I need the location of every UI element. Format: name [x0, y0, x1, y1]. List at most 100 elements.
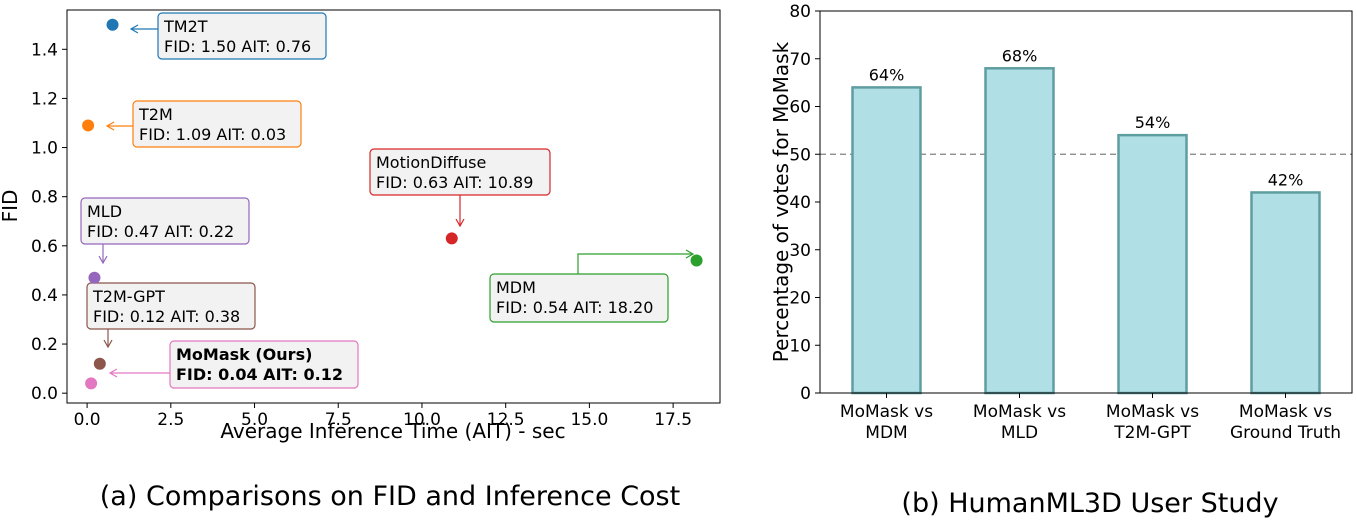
- bar-y-axis-label: Percentage of votes for MoMask: [769, 41, 793, 362]
- scatter-y-tick-label: 0.8: [31, 188, 58, 208]
- bar-data-label: 64%: [869, 65, 905, 84]
- annotation-method-name: T2M-GPT: [92, 287, 165, 306]
- scatter-x-tick-label: 12.5: [487, 410, 525, 430]
- bar-y-ticks: 0 10 20 30 40 50 60 70 80: [789, 2, 820, 404]
- scatter-point: [93, 357, 106, 370]
- bar-data-label: 54%: [1135, 113, 1171, 132]
- annotation-arrow: [577, 253, 693, 274]
- annotation-method-name: MDM: [496, 278, 536, 297]
- scatter-x-tick-label: 10.0: [403, 410, 441, 430]
- bar-caption: (b) HumanML3D User Study: [901, 488, 1278, 519]
- scatter-point: [88, 271, 101, 284]
- scatter-y-tick-label: 0.2: [31, 335, 58, 355]
- scatter-point: [690, 254, 703, 267]
- annotation-box: [169, 340, 359, 389]
- bar: [984, 67, 1055, 395]
- annotation-method-name: MoMask (Ours): [176, 345, 312, 364]
- annotation-box: [86, 282, 256, 330]
- scatter-y-tick-label: 1.0: [31, 139, 58, 159]
- scatter-point: [85, 377, 98, 390]
- bar-x-tick-label: MoMask vs: [840, 402, 933, 422]
- scatter-plot-frame: [66, 9, 721, 404]
- bar-y-tick-label: 0: [800, 384, 811, 404]
- scatter-x-tick-label: 17.5: [654, 410, 692, 430]
- annotation-method-name: MotionDiffuse: [376, 153, 486, 172]
- scatter-x-ticks: 0.0 2.5 5.0 7.5 10.0 12.5 15.0 17.5: [74, 403, 692, 430]
- annotation-arrowhead: [103, 339, 113, 349]
- annotation-method-name: T2M: [138, 105, 173, 124]
- scatter-y-ticks: 0.0 0.2 0.4 0.6 0.8 1.0 1.2 1.4: [31, 40, 67, 404]
- scatter-points: [82, 18, 703, 390]
- annotation-arrowhead: [685, 249, 695, 259]
- bar-y-tick-label: 30: [789, 241, 811, 261]
- scatter-x-tick-label: 5.0: [241, 410, 268, 430]
- bar: [1117, 133, 1188, 395]
- scatter-panel: 0.0 2.5 5.0 7.5 10.0 12.5 15.0 17.5 0.00.20.40.…: [0, 9, 721, 512]
- bar-x-tick-label: MDM: [865, 423, 907, 443]
- annotation-box: [80, 197, 250, 245]
- scatter-y-axis-label: FID: [0, 190, 22, 223]
- scatter-x-tick-label: 2.5: [157, 410, 184, 430]
- bar-data-label: 68%: [1002, 46, 1038, 65]
- scatter-y-tick-label: 0.0: [31, 384, 58, 404]
- bar-y-tick-label: 50: [789, 145, 811, 165]
- bar-x-tick-label: MoMask vs: [1239, 402, 1332, 422]
- bar: [851, 86, 922, 395]
- bar-bars: [851, 67, 1321, 395]
- bar-x-tick-label: MoMask vs: [1106, 402, 1199, 422]
- annotation-values: FID: 0.54 AIT: 18.20: [496, 298, 653, 317]
- bar-x-tick-label: T2M-GPT: [1113, 423, 1191, 443]
- scatter-x-tick-label: 15.0: [570, 410, 608, 430]
- bar-y-tick-label: 70: [789, 50, 811, 70]
- bar: [1250, 191, 1321, 395]
- bar-x-tick-label: MoMask vs: [973, 402, 1066, 422]
- bar-data-label: 42%: [1268, 170, 1304, 189]
- bar-y-tick-label: 40: [789, 193, 811, 213]
- scatter-y-tick-label: 0.6: [31, 237, 58, 257]
- annotation-values: FID: 0.12 AIT: 0.38: [93, 307, 240, 326]
- scatter-y-tick-label: 0.4: [31, 286, 58, 306]
- annotation-method-name: TM2T: [163, 17, 208, 36]
- scatter-x-tick-label: 7.5: [325, 410, 352, 430]
- scatter-y-tick-label: 1.4: [31, 40, 58, 60]
- annotation-arrowhead: [105, 121, 115, 131]
- annotation-values: FID: 0.47 AIT: 0.22: [87, 222, 234, 241]
- bar-panel: 64% 68% 54% 42% 0 10 20 30 40 50 60 70 80 MoMask vs…: [769, 2, 1353, 519]
- annotation-box: [132, 100, 302, 148]
- annotation-values: FID: 1.09 AIT: 0.03: [139, 125, 286, 144]
- annotation-arrowhead: [129, 24, 139, 34]
- bar-x-tick-label: Ground Truth: [1230, 423, 1341, 443]
- annotation-arrowhead: [455, 218, 465, 228]
- annotation-values: FID: 1.50 AIT: 0.76: [164, 37, 311, 56]
- annotation-arrowhead: [98, 255, 108, 265]
- bar-y-tick-label: 10: [789, 336, 811, 356]
- annotation-values: FID: 0.04 AIT: 0.12: [176, 365, 343, 384]
- scatter-point: [445, 232, 458, 245]
- annotation-box: [369, 148, 551, 196]
- bar-data-labels: 64% 68% 54% 42%: [869, 46, 1304, 189]
- scatter-x-axis-label: Average Inference Time (AIT) - sec: [220, 419, 565, 443]
- scatter-y-tick-label: 1.2: [31, 89, 58, 109]
- bar-y-tick-label: 80: [789, 2, 811, 22]
- bar-x-tick-label: MLD: [1001, 423, 1038, 443]
- annotation-values: FID: 0.63 AIT: 10.89: [376, 173, 533, 192]
- scatter-x-tick-label: 0.0: [74, 410, 101, 430]
- bar-y-tick-label: 60: [789, 98, 811, 118]
- scatter-point: [82, 119, 95, 132]
- annotation-box: [157, 12, 327, 60]
- scatter-caption: (a) Comparisons on FID and Inference Cos…: [100, 481, 680, 512]
- scatter-annotation: MoMask (Ours)FID: 0.04 AIT: 0.12: [108, 340, 359, 389]
- bar-y-tick-label: 20: [789, 289, 811, 309]
- scatter-point: [106, 18, 119, 31]
- annotation-method-name: MLD: [87, 202, 122, 221]
- annotation-box: [489, 273, 669, 323]
